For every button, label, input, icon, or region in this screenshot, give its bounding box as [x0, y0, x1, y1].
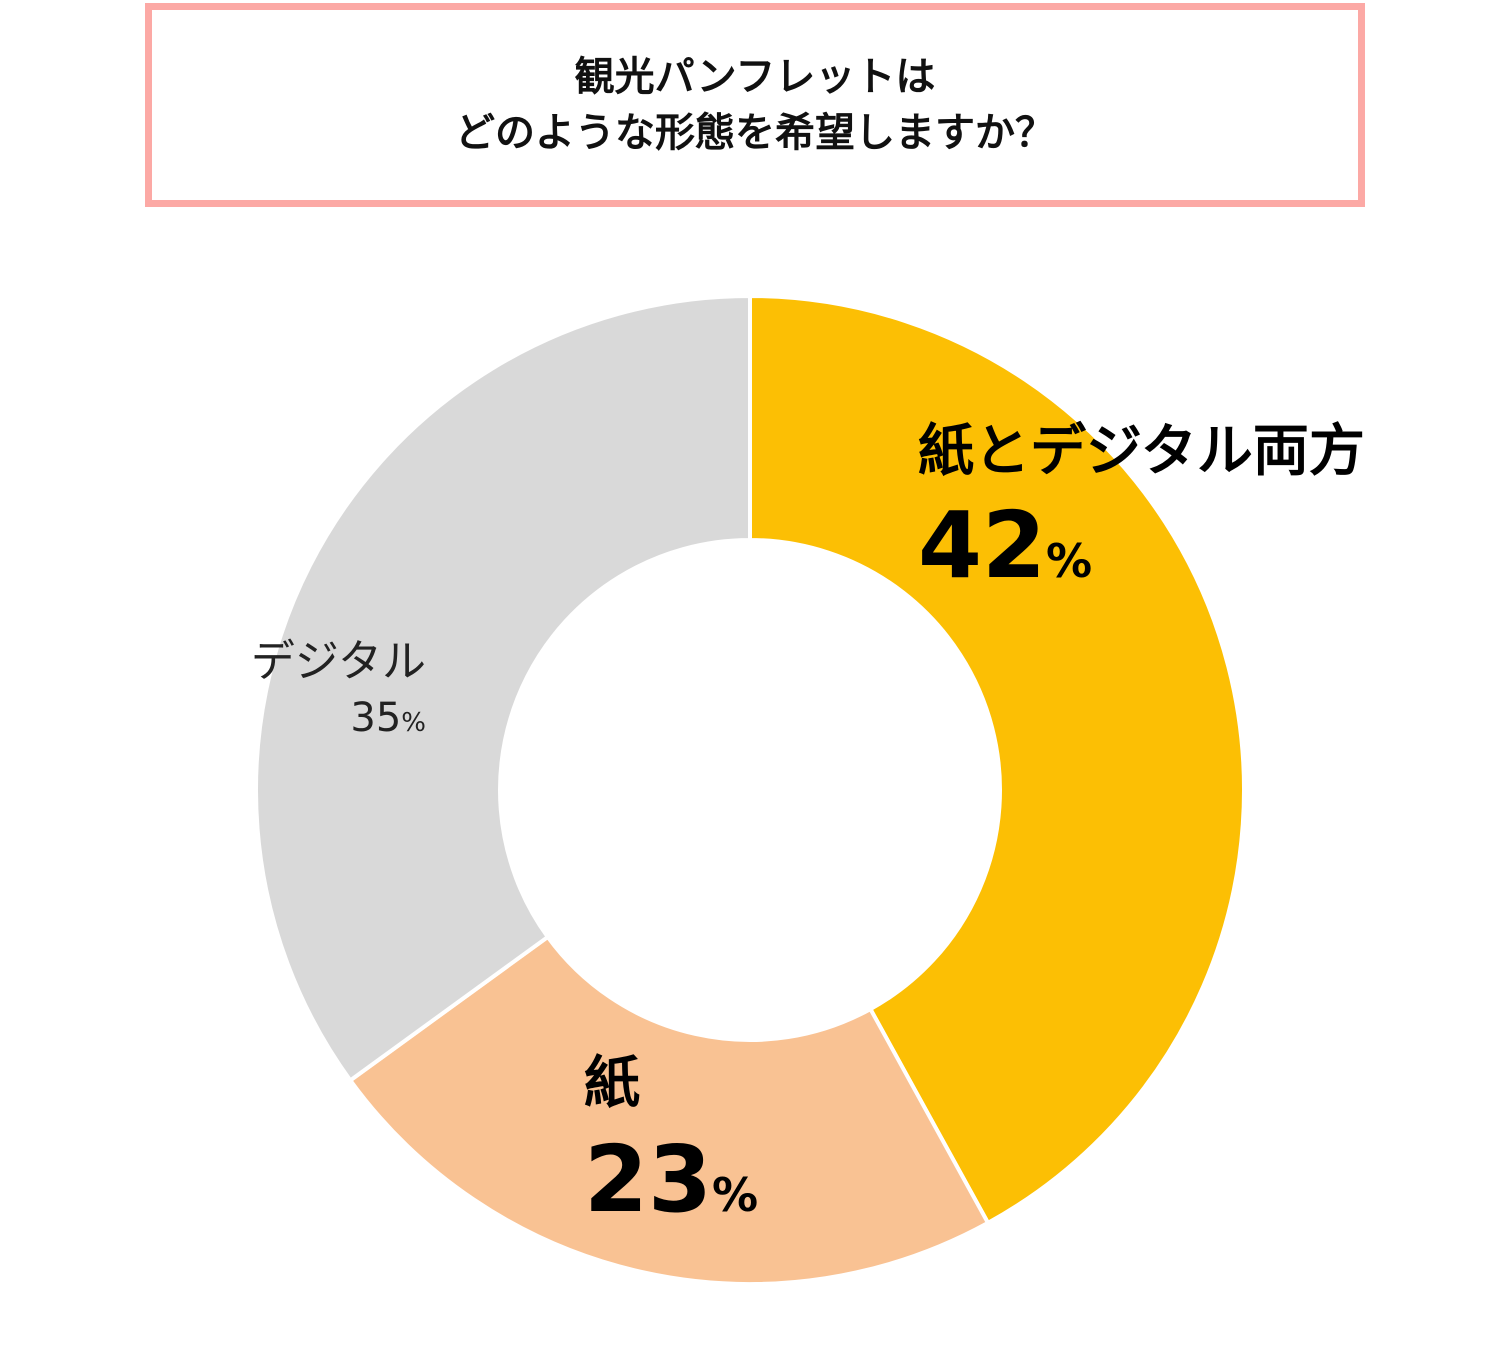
- slice-digital-value-number: 35: [350, 695, 402, 741]
- slice-both-value-number: 42: [918, 492, 1047, 599]
- slice-digital-value-unit: %: [401, 708, 426, 738]
- slice-label-both-value: 42%: [918, 496, 1365, 611]
- donut-slice-0: [748, 293, 1246, 1226]
- slice-label-digital-name: デジタル: [250, 636, 426, 687]
- slice-both-value-unit: %: [1046, 534, 1093, 588]
- donut-slices: [254, 293, 1246, 1286]
- slice-paper-value-unit: %: [712, 1168, 759, 1222]
- slice-label-digital-value: 35%: [230, 694, 426, 747]
- chart-title-line-2: どのような形態を希望しますか？: [455, 110, 1055, 156]
- donut-slice-1: [347, 934, 991, 1286]
- chart-title-line-1: 観光パンフレットは: [574, 54, 936, 100]
- chart-title-box: 観光パンフレットは どのような形態を希望しますか？: [145, 3, 1365, 207]
- slice-label-both-name: 紙とデジタル両方: [918, 419, 1365, 484]
- slice-label-paper-name: 紙: [584, 1051, 640, 1116]
- slice-paper-value-number: 23: [584, 1126, 713, 1233]
- donut-slice-2: [254, 293, 752, 1084]
- slice-label-paper-value: 23%: [584, 1130, 758, 1245]
- label-slice-both: 紙とデジタル両方 42%: [918, 420, 1365, 611]
- label-slice-digital: デジタル 35%: [230, 636, 426, 747]
- label-slice-paper: 紙 23%: [584, 1052, 758, 1245]
